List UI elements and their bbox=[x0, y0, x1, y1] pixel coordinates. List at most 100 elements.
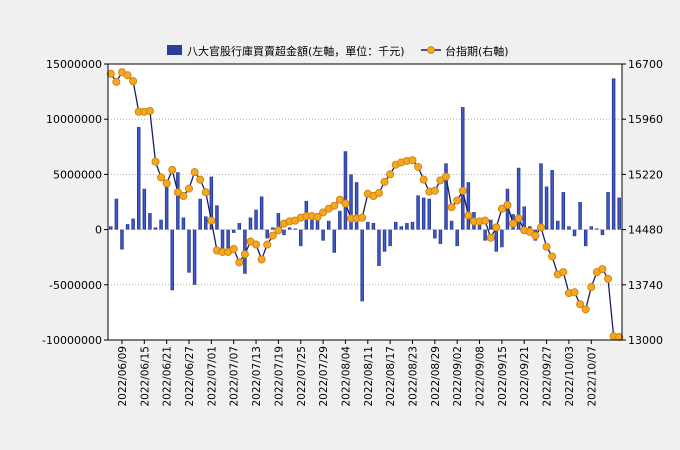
line-point bbox=[559, 268, 568, 277]
line-point bbox=[123, 71, 132, 80]
y-right-tick-label: 14480 bbox=[628, 224, 663, 237]
bar bbox=[516, 167, 521, 230]
bar bbox=[148, 213, 152, 230]
line-point bbox=[587, 283, 596, 292]
x-tick-label: 2022/06/09 bbox=[117, 346, 129, 407]
line-point bbox=[235, 258, 244, 267]
line-point bbox=[486, 233, 495, 242]
x-tick-label: 2022/08/23 bbox=[407, 346, 419, 407]
x-tick-label: 2022/06/27 bbox=[184, 346, 196, 407]
line-point bbox=[509, 219, 518, 228]
line-point bbox=[430, 186, 439, 195]
bar bbox=[578, 202, 582, 230]
bar bbox=[477, 224, 482, 230]
bar bbox=[371, 222, 376, 230]
line-point bbox=[151, 157, 160, 166]
line-point bbox=[162, 179, 171, 188]
bar bbox=[488, 219, 493, 230]
y-left-tick-label: -5000000 bbox=[49, 279, 102, 292]
bar bbox=[589, 226, 594, 230]
bar bbox=[204, 216, 208, 230]
bar bbox=[461, 107, 465, 230]
axes: -10000000 -5000000 0 5000000 10000000 1500000… bbox=[42, 58, 663, 407]
x-tick-label: 2022/06/21 bbox=[162, 346, 174, 407]
line-point bbox=[358, 213, 367, 222]
bar bbox=[321, 229, 325, 241]
bar bbox=[114, 198, 119, 230]
line-point bbox=[173, 188, 182, 197]
bar bbox=[522, 206, 526, 230]
bar bbox=[444, 163, 448, 230]
bar bbox=[276, 213, 281, 230]
line-point bbox=[201, 188, 210, 197]
line-point bbox=[604, 274, 613, 283]
bar bbox=[556, 220, 560, 230]
bar bbox=[198, 198, 202, 230]
bar bbox=[343, 151, 348, 230]
bar bbox=[500, 229, 504, 248]
bar bbox=[600, 229, 605, 236]
bar bbox=[299, 229, 303, 247]
bar bbox=[388, 229, 392, 247]
bar bbox=[455, 229, 459, 247]
line-point bbox=[414, 162, 423, 171]
bar bbox=[433, 229, 437, 239]
line-point bbox=[419, 175, 428, 184]
legend: 八大官股行庫買賣超金額(左軸，單位：千元) 台指期(右軸) bbox=[167, 44, 509, 58]
legend-bar-swatch bbox=[167, 45, 182, 55]
line-series bbox=[106, 68, 624, 342]
line-point bbox=[492, 223, 501, 232]
line-point bbox=[615, 333, 624, 342]
bar bbox=[282, 229, 286, 236]
line-point bbox=[576, 300, 585, 309]
bar bbox=[393, 221, 398, 230]
x-tick-label: 2022/07/25 bbox=[296, 346, 308, 407]
x-tick-label: 2022/08/17 bbox=[385, 346, 397, 407]
bar bbox=[544, 186, 549, 230]
bar bbox=[427, 198, 431, 230]
bar bbox=[259, 196, 264, 230]
bar bbox=[125, 224, 130, 230]
y-right-tick-label: 13000 bbox=[628, 334, 663, 347]
bar bbox=[421, 197, 426, 230]
bar bbox=[572, 229, 577, 237]
bar bbox=[287, 227, 292, 230]
x-tick-label: 2022/10/03 bbox=[564, 346, 576, 407]
bar bbox=[505, 188, 510, 230]
line-point bbox=[179, 192, 188, 201]
line-point bbox=[453, 196, 462, 205]
bar bbox=[153, 227, 158, 230]
bar bbox=[181, 217, 186, 230]
bar bbox=[176, 172, 180, 230]
line-point bbox=[481, 216, 490, 225]
line-point bbox=[229, 244, 238, 253]
x-tick-label: 2022/10/07 bbox=[586, 346, 598, 407]
x-tick-label: 2022/08/29 bbox=[430, 346, 442, 407]
bar bbox=[338, 210, 342, 230]
bar bbox=[109, 226, 113, 230]
bar bbox=[567, 226, 571, 230]
line-point bbox=[386, 170, 395, 179]
bar bbox=[410, 221, 415, 230]
bar bbox=[550, 169, 554, 230]
bar bbox=[416, 195, 420, 230]
bar bbox=[611, 78, 616, 230]
bar bbox=[187, 229, 191, 273]
bar bbox=[209, 176, 214, 230]
line-point bbox=[374, 189, 383, 198]
line-point bbox=[268, 231, 277, 240]
line-point bbox=[531, 231, 540, 240]
bar bbox=[248, 217, 253, 230]
line-point bbox=[263, 240, 272, 249]
x-tick-label: 2022/08/04 bbox=[340, 346, 352, 407]
y-left-tick-label: 15000000 bbox=[46, 58, 102, 71]
line-point bbox=[598, 265, 607, 274]
bar bbox=[310, 213, 314, 230]
line-point bbox=[570, 288, 579, 297]
line-point bbox=[145, 106, 154, 115]
line-point bbox=[458, 186, 467, 195]
line-point bbox=[274, 226, 283, 235]
x-tick-label: 2022/09/02 bbox=[452, 346, 464, 407]
line-point bbox=[106, 69, 115, 78]
